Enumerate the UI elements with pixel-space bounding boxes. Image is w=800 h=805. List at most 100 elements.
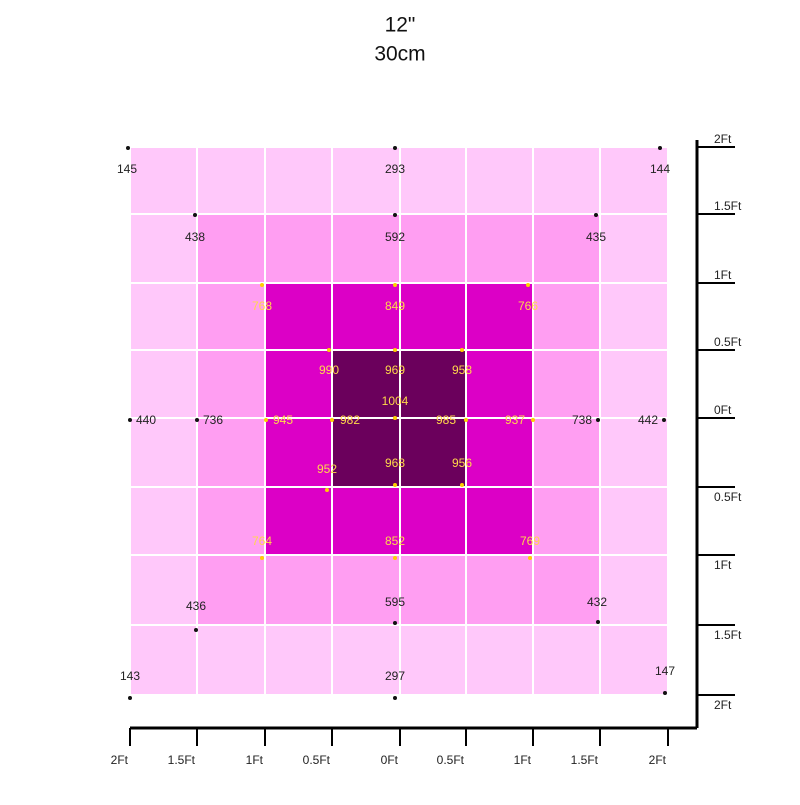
- grid-cell: [599, 213, 669, 284]
- grid-cell: [331, 554, 401, 626]
- measure-point: [393, 146, 397, 150]
- measure-point: [596, 620, 600, 624]
- grid-cell: [399, 349, 467, 419]
- measure-point: [393, 483, 397, 487]
- reading-label: 736: [203, 413, 223, 427]
- measure-point: [260, 556, 264, 560]
- x-axis-label: 1Ft: [514, 753, 532, 767]
- measure-point: [325, 488, 329, 492]
- measure-point: [460, 348, 464, 352]
- reading-label: 990: [319, 363, 339, 377]
- measure-point: [663, 691, 667, 695]
- grid-cell: [331, 624, 401, 696]
- grid-cell: [264, 486, 333, 556]
- reading-label: 945: [273, 413, 293, 427]
- grid-cell: [331, 146, 401, 215]
- grid-cell: [129, 554, 198, 626]
- y-axis-label: 0Ft: [714, 403, 732, 417]
- grid-cell: [196, 417, 266, 488]
- reading-label: 985: [436, 413, 456, 427]
- reading-label: 147: [655, 664, 675, 678]
- grid-cell: [129, 624, 198, 696]
- x-axis-label: 1Ft: [246, 753, 264, 767]
- grid-cell: [196, 213, 266, 284]
- reading-label: 764: [252, 534, 272, 548]
- grid-cell: [264, 554, 333, 626]
- reading-label: 442: [638, 413, 658, 427]
- reading-label: 738: [572, 413, 592, 427]
- grid-cell: [196, 349, 266, 419]
- measure-point: [460, 483, 464, 487]
- grid-cell: [399, 282, 467, 351]
- reading-label: 432: [587, 595, 607, 609]
- grid-cell: [465, 282, 534, 351]
- grid-cell: [399, 624, 467, 696]
- measure-point: [330, 418, 334, 422]
- reading-label: 595: [385, 595, 405, 609]
- grid-cell: [399, 417, 467, 488]
- grid-cell: [196, 146, 266, 215]
- reading-label: 852: [385, 534, 405, 548]
- measure-point: [596, 418, 600, 422]
- x-axis-label: 1.5Ft: [571, 753, 599, 767]
- reading-label: 144: [650, 162, 670, 176]
- readings: 145 293 144 438 592 435 440 736 738 442 436 595 432 1…: [117, 146, 675, 700]
- grid-cell: [599, 146, 669, 215]
- measure-point: [195, 418, 199, 422]
- grid-cell: [129, 486, 198, 556]
- grid-cell: [196, 554, 266, 626]
- grid-cell: [532, 486, 601, 556]
- x-axis-label: 0.5Ft: [437, 753, 465, 767]
- measure-point: [393, 213, 397, 217]
- measure-point: [193, 213, 197, 217]
- reading-label: 982: [340, 413, 360, 427]
- reading-label: 849: [385, 299, 405, 313]
- reading-label: 293: [385, 162, 405, 176]
- grid-cell: [465, 554, 534, 626]
- y-axis-label: 0.5Ft: [714, 335, 742, 349]
- measure-point: [464, 418, 468, 422]
- grid-cell: [532, 213, 601, 284]
- measure-point: [194, 628, 198, 632]
- measure-point: [393, 621, 397, 625]
- grid-cell: [532, 554, 601, 626]
- grid-cell: [465, 624, 534, 696]
- measure-point: [260, 283, 264, 287]
- y-axis-label: 2Ft: [714, 132, 732, 146]
- x-axis-label: 0Ft: [381, 753, 399, 767]
- reading-label: 143: [120, 669, 140, 683]
- grid-cell: [465, 349, 534, 419]
- grid-cell: [196, 282, 266, 351]
- grid-cell: [532, 624, 601, 696]
- y-axis-label: 0.5Ft: [714, 490, 742, 504]
- grid-cell: [532, 282, 601, 351]
- y-axis-label: 1Ft: [714, 268, 732, 282]
- x-axis-label: 2Ft: [111, 753, 129, 767]
- reading-label: 937: [505, 413, 525, 427]
- grid-cell: [599, 486, 669, 556]
- measure-point: [128, 418, 132, 422]
- grid-cell: [399, 213, 467, 284]
- measure-point: [594, 213, 598, 217]
- grid-cell: [599, 349, 669, 419]
- reading-label: 956: [452, 456, 472, 470]
- measure-point: [393, 556, 397, 560]
- grid-cell: [465, 417, 534, 488]
- grid-cell: [532, 146, 601, 215]
- reading-label: 435: [586, 230, 606, 244]
- reading-label: 436: [186, 599, 206, 613]
- grid-cell: [599, 282, 669, 351]
- reading-label: 440: [136, 413, 156, 427]
- y-axis-label: 1Ft: [714, 558, 732, 572]
- grid-cell: [399, 554, 467, 626]
- measure-point: [393, 416, 397, 420]
- grid-cell: [196, 624, 266, 696]
- grid-cell: [129, 417, 198, 488]
- reading-label: 968: [385, 456, 405, 470]
- grid-cell: [532, 349, 601, 419]
- measure-point: [393, 696, 397, 700]
- reading-label: 958: [452, 363, 472, 377]
- grid-cell: [264, 282, 333, 351]
- grid-cell: [331, 417, 401, 488]
